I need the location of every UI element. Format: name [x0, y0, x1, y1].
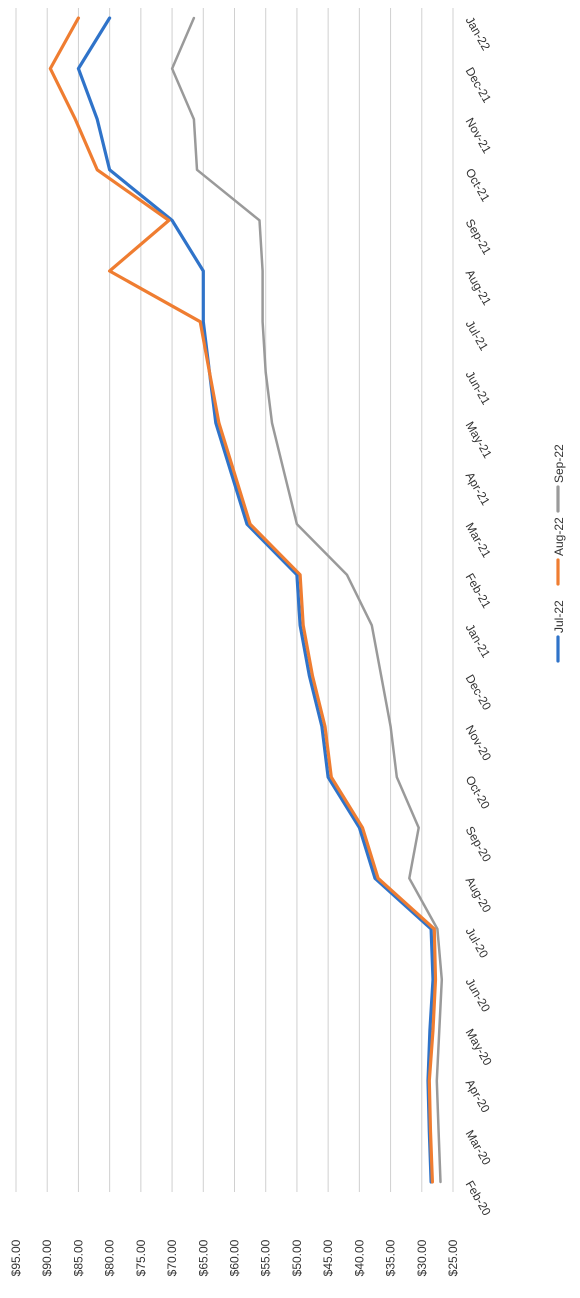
- value-tick-label: $95.00: [9, 1239, 23, 1276]
- value-tick-label: $50.00: [290, 1239, 304, 1276]
- value-axis-tick-labels: $25.00 $30.00 $35.00 $40.00 $45.00 $50.00 $55.…: [9, 1239, 460, 1276]
- value-tick-label: $30.00: [415, 1239, 429, 1276]
- value-tick-label: $70.00: [165, 1239, 179, 1276]
- series-line-jul-22: [76, 16, 435, 1184]
- value-tick-label: $75.00: [134, 1239, 148, 1276]
- value-tick-label: $25.00: [446, 1239, 460, 1276]
- value-tick-label: $35.00: [384, 1239, 398, 1276]
- value-tick-label: $40.00: [352, 1239, 366, 1276]
- legend-label: Jul-22: [552, 600, 566, 633]
- series-line-sep-22: [170, 16, 444, 1184]
- series-line-aug-22: [48, 16, 438, 1184]
- legend: Jul-22 Aug-22 Sep-22: [552, 444, 566, 663]
- value-tick-label: $80.00: [103, 1239, 117, 1276]
- value-tick-label: $65.00: [196, 1239, 210, 1276]
- value-tick-label: $90.00: [40, 1239, 54, 1276]
- value-tick-label: $55.00: [259, 1239, 273, 1276]
- value-tick-label: $45.00: [321, 1239, 335, 1276]
- legend-label: Aug-22: [552, 517, 566, 556]
- value-tick-label: $85.00: [71, 1239, 85, 1276]
- value-tick-label: $60.00: [228, 1239, 242, 1276]
- legend-label: Sep-22: [552, 444, 566, 483]
- series-lines: [48, 16, 444, 1184]
